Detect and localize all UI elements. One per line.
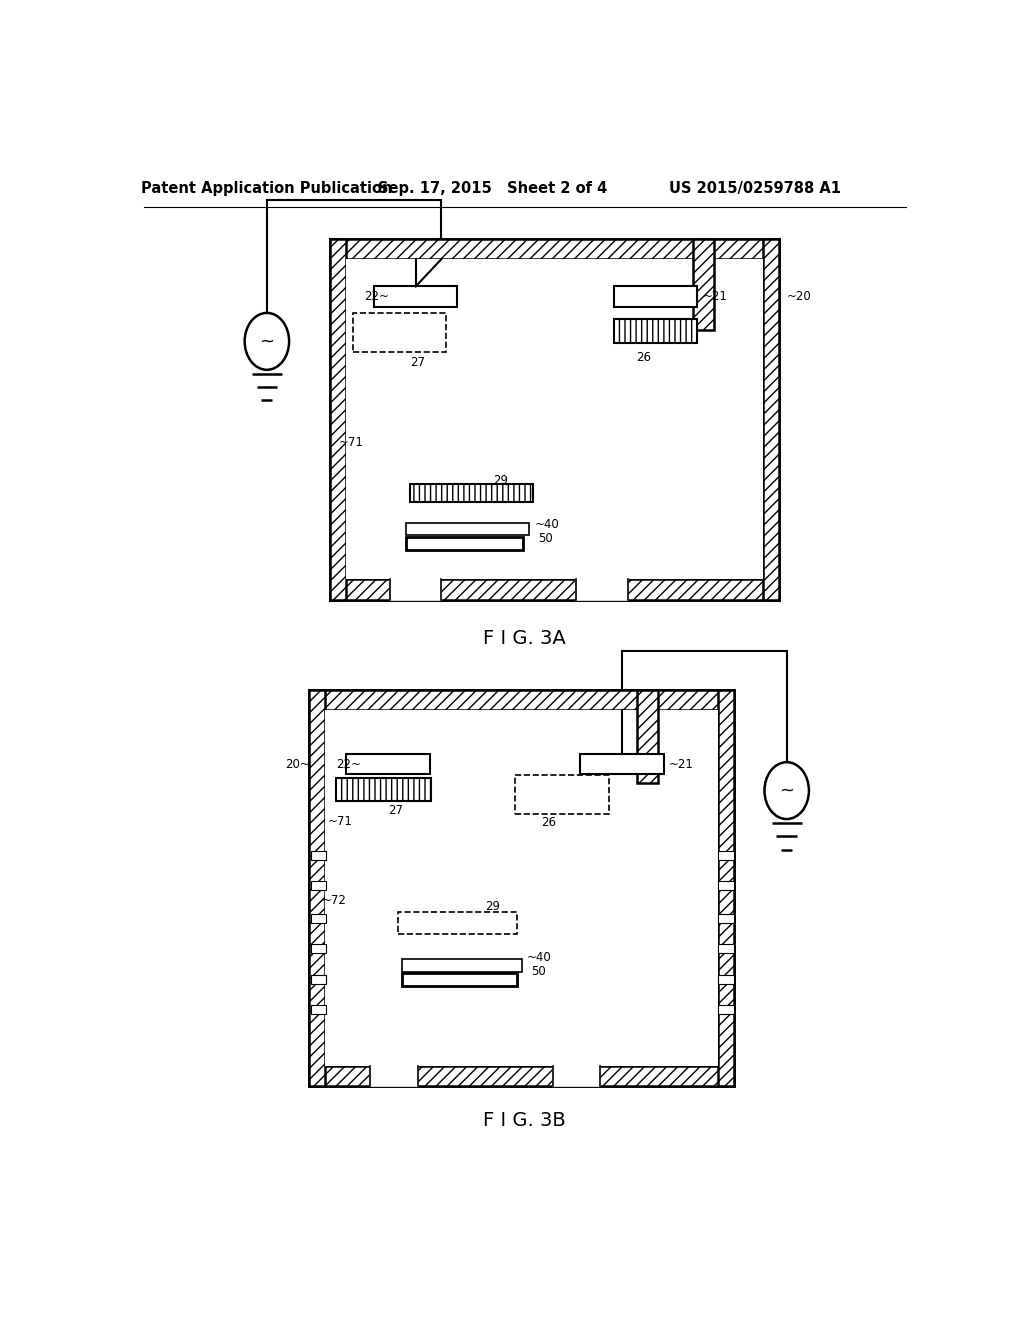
Bar xyxy=(577,579,628,599)
Text: F I G. 3B: F I G. 3B xyxy=(483,1111,566,1130)
Text: ~71: ~71 xyxy=(338,437,364,450)
Bar xyxy=(718,944,733,953)
Bar xyxy=(718,1005,733,1014)
Bar xyxy=(352,313,446,351)
Bar xyxy=(309,690,733,1086)
Text: 22~: 22~ xyxy=(365,290,389,304)
Text: ~: ~ xyxy=(779,781,795,800)
Bar xyxy=(374,286,458,306)
Bar xyxy=(401,973,517,986)
Bar xyxy=(310,974,327,983)
Bar xyxy=(613,286,697,306)
Text: F I G. 3A: F I G. 3A xyxy=(483,628,566,648)
Bar xyxy=(581,754,664,775)
Bar xyxy=(406,523,528,536)
Bar xyxy=(718,974,733,983)
Text: ~20: ~20 xyxy=(786,290,811,304)
Bar xyxy=(718,850,733,859)
Bar xyxy=(613,319,697,343)
Bar xyxy=(553,1067,600,1086)
Bar xyxy=(370,1067,418,1086)
Text: 22~: 22~ xyxy=(336,758,360,771)
Bar xyxy=(310,1005,327,1014)
Bar xyxy=(397,912,517,935)
Bar xyxy=(336,779,431,801)
Text: ~40: ~40 xyxy=(527,950,552,964)
Bar xyxy=(346,754,430,775)
Text: 27: 27 xyxy=(410,356,425,370)
Bar xyxy=(331,239,778,259)
Text: ~72: ~72 xyxy=(322,894,346,907)
Text: ~40: ~40 xyxy=(535,517,559,531)
Bar xyxy=(309,690,325,1086)
Text: 20~: 20~ xyxy=(285,758,310,771)
Text: 26: 26 xyxy=(541,816,556,829)
Text: Sep. 17, 2015   Sheet 2 of 4: Sep. 17, 2015 Sheet 2 of 4 xyxy=(379,181,607,195)
Bar xyxy=(406,536,523,549)
Bar xyxy=(309,690,733,710)
Text: ~21: ~21 xyxy=(670,758,694,771)
Bar xyxy=(718,690,733,1086)
Text: 29: 29 xyxy=(494,474,508,487)
Bar xyxy=(309,1067,733,1086)
Bar xyxy=(310,913,327,923)
Bar xyxy=(331,579,778,599)
Text: 29: 29 xyxy=(485,900,500,913)
Bar xyxy=(390,579,441,599)
Bar xyxy=(718,880,733,890)
Bar xyxy=(346,259,763,579)
Text: ~71: ~71 xyxy=(328,814,353,828)
Bar xyxy=(401,960,522,972)
Bar xyxy=(310,880,327,890)
Text: US 2015/0259788 A1: US 2015/0259788 A1 xyxy=(669,181,841,195)
Text: 27: 27 xyxy=(388,804,403,817)
Bar xyxy=(638,690,658,784)
Bar xyxy=(331,239,778,599)
Text: 50: 50 xyxy=(531,965,546,978)
Text: ~: ~ xyxy=(259,333,274,350)
Text: ~21: ~21 xyxy=(702,290,727,304)
Bar xyxy=(325,710,718,1067)
Text: 26: 26 xyxy=(636,351,651,364)
Bar xyxy=(718,913,733,923)
Bar xyxy=(693,239,714,330)
Text: Patent Application Publication: Patent Application Publication xyxy=(141,181,392,195)
Bar xyxy=(410,483,532,502)
Text: 50: 50 xyxy=(539,532,553,545)
Bar xyxy=(515,775,609,814)
Bar xyxy=(310,850,327,859)
Bar xyxy=(310,944,327,953)
Bar xyxy=(331,239,346,599)
Bar xyxy=(763,239,778,599)
